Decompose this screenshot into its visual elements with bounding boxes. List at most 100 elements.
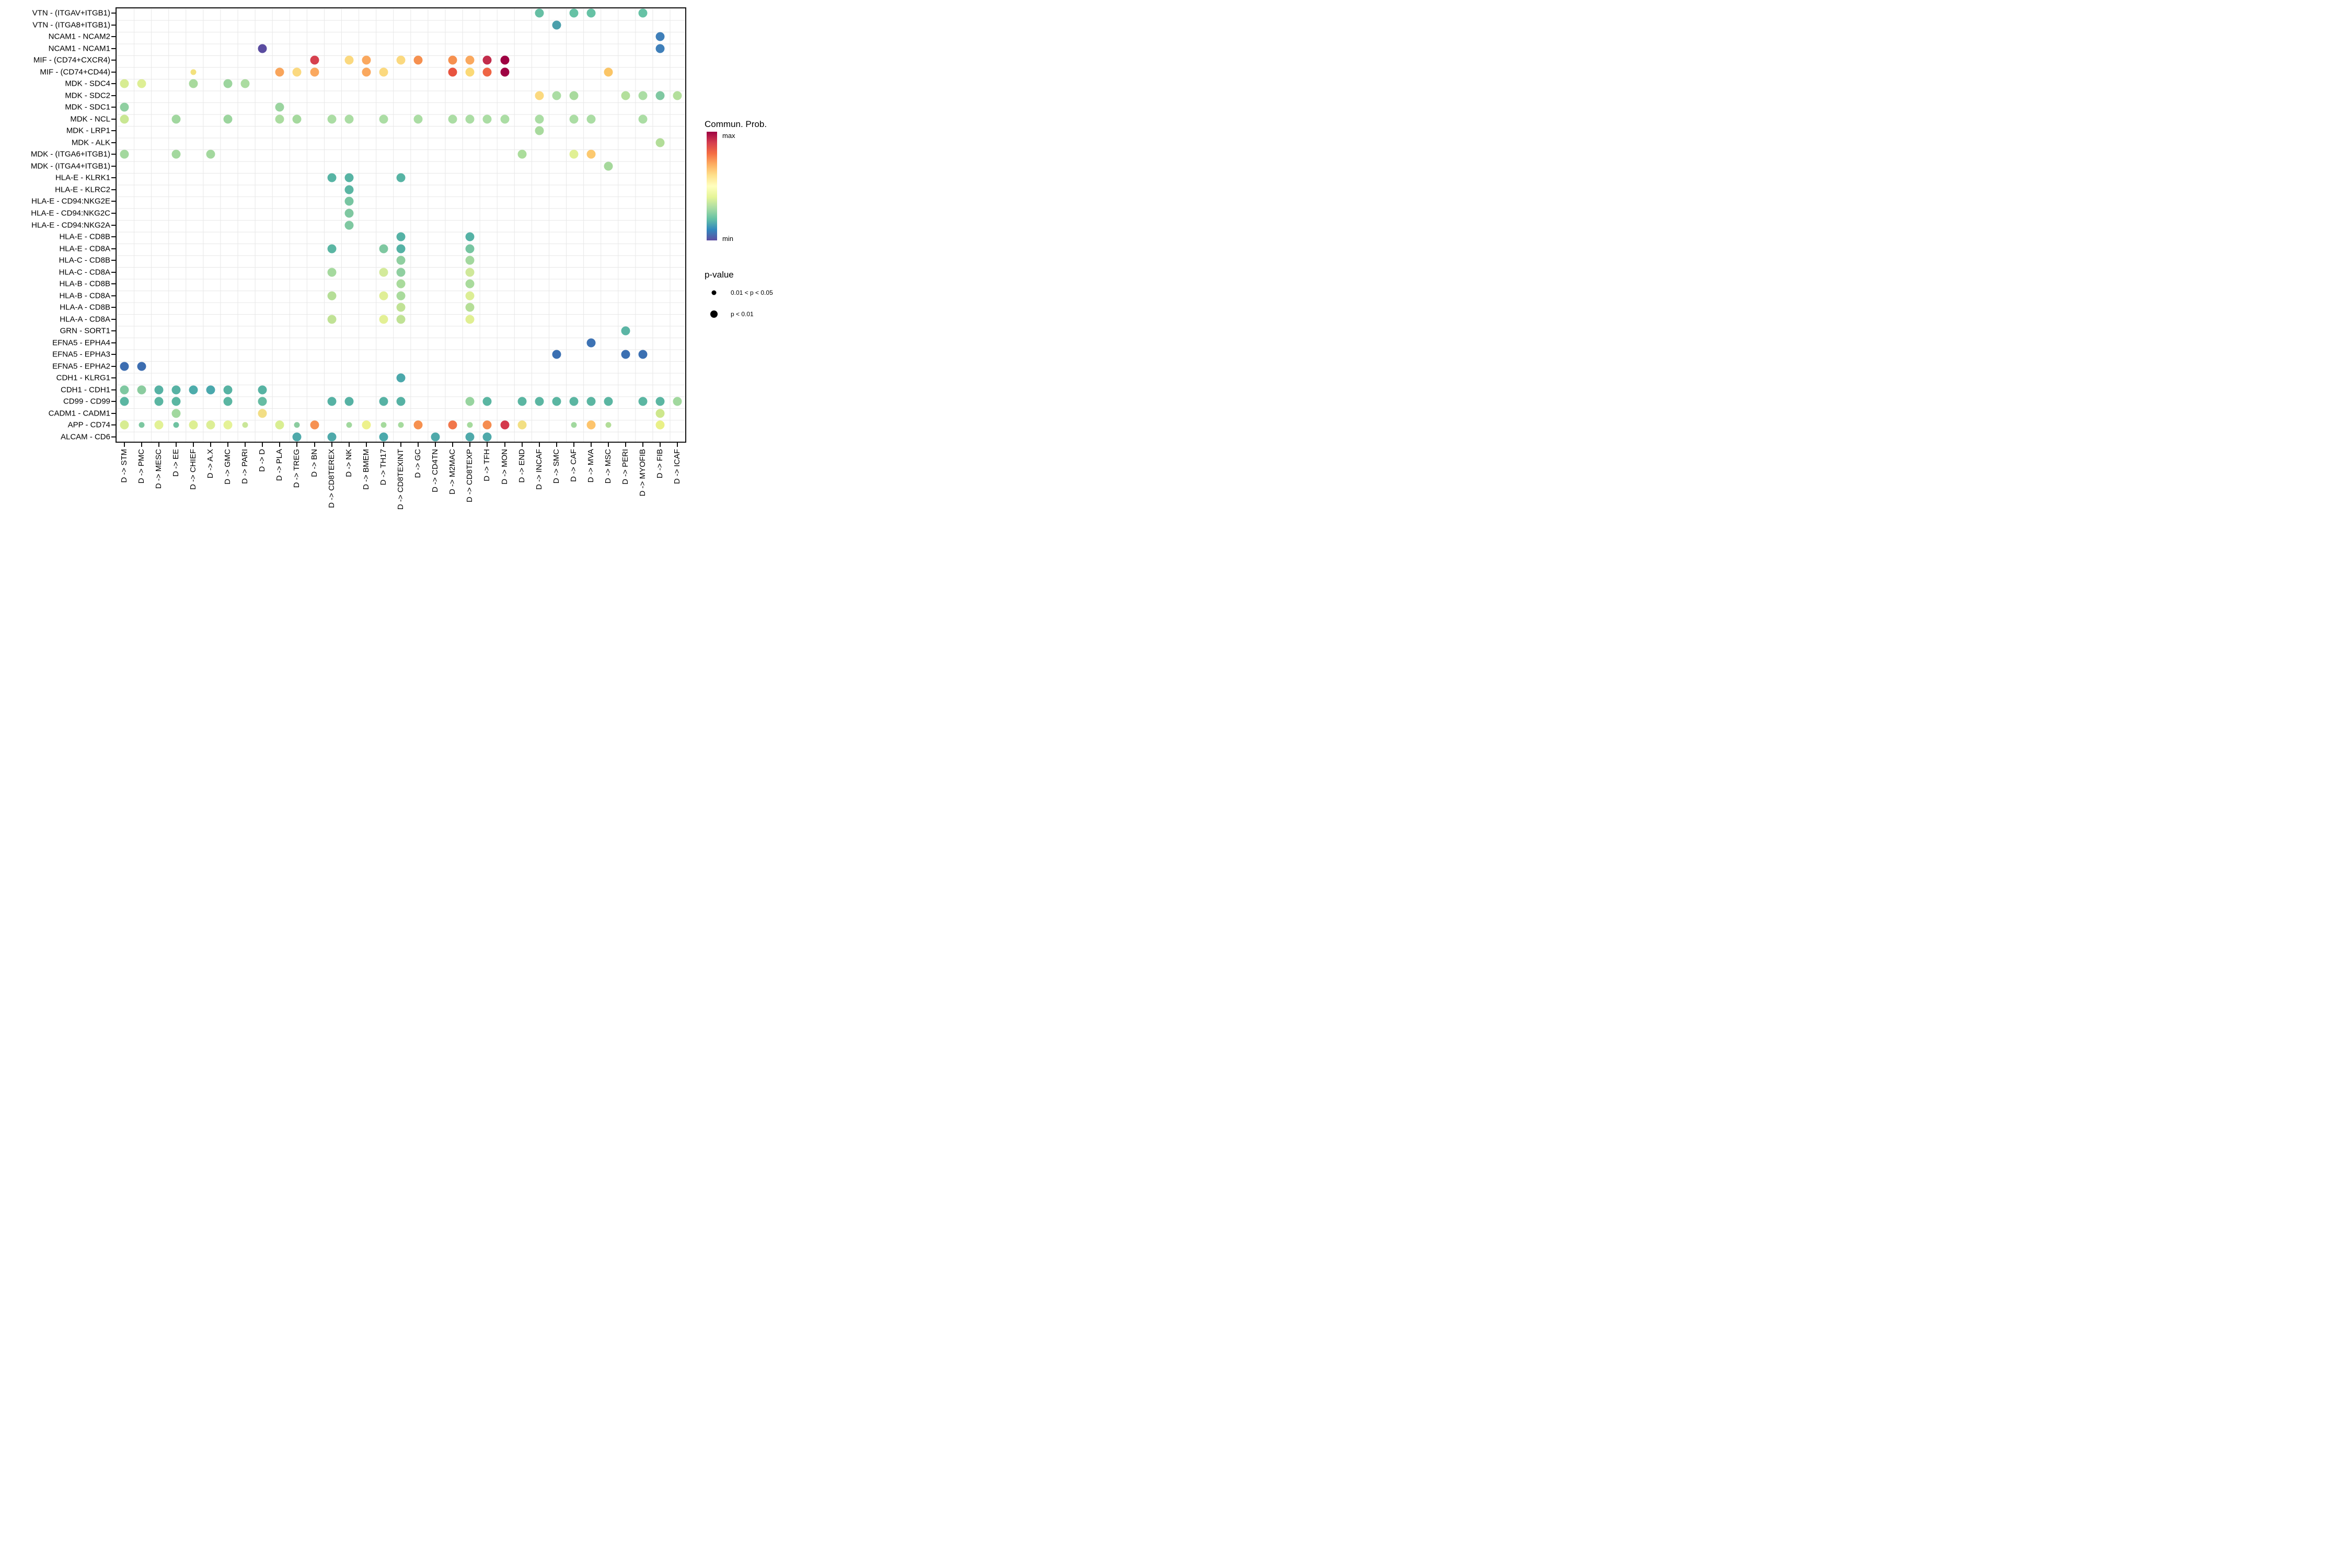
comm-prob-dot (240, 79, 250, 88)
comm-prob-dot (569, 149, 579, 159)
comm-prob-dot (655, 397, 665, 406)
x-axis-label: D -> CHIEF (188, 449, 198, 490)
y-axis-tick (111, 130, 116, 132)
x-axis-tick (625, 443, 627, 447)
comm-prob-dot (517, 397, 527, 406)
x-axis-label: D -> PMC (136, 449, 146, 484)
comm-prob-dot (171, 409, 181, 418)
x-axis-tick (452, 443, 454, 447)
comm-prob-dot (465, 55, 475, 65)
y-axis-label: HLA-B - CD8B (59, 279, 110, 289)
comm-prob-dot (621, 350, 630, 359)
x-axis-label: D -> INCAF (534, 449, 544, 490)
comm-prob-dot (448, 114, 457, 124)
comm-prob-dot (137, 79, 146, 88)
comm-prob-dot (327, 397, 337, 406)
y-axis-label: NCAM1 - NCAM2 (48, 32, 110, 41)
y-axis-tick (111, 71, 116, 73)
comm-prob-dot (396, 397, 406, 406)
comm-prob-dot (621, 91, 630, 100)
x-axis-label: D -> END (517, 449, 526, 483)
comm-prob-dot (206, 420, 215, 430)
y-axis-label: HLA-E - CD8A (59, 244, 110, 253)
comm-prob-dot (604, 397, 613, 406)
comm-prob-dot (258, 397, 267, 406)
x-axis-tick (314, 443, 315, 447)
y-axis-tick (111, 154, 116, 155)
comm-prob-dot (327, 114, 337, 124)
x-axis-tick (296, 443, 298, 447)
y-axis-label: HLA-C - CD8B (59, 256, 110, 265)
x-axis-label: D -> CD8TEREX (327, 449, 336, 508)
comm-prob-dot (673, 91, 682, 100)
y-axis-label: HLA-A - CD8A (60, 315, 110, 324)
comm-prob-dot (396, 373, 406, 383)
comm-prob-dot (327, 291, 337, 301)
comm-prob-dot (327, 173, 337, 182)
y-axis-tick (111, 24, 116, 26)
y-axis-tick (111, 436, 116, 437)
y-axis-label: CDH1 - CDH1 (60, 385, 110, 395)
comm-prob-dot (586, 8, 596, 18)
comm-prob-dot (292, 67, 302, 77)
comm-prob-dot (465, 268, 475, 277)
x-axis-label: D -> CD8TEXP (465, 449, 475, 503)
comm-prob-dot (344, 185, 354, 194)
comm-prob-dot (586, 114, 596, 124)
x-axis-label: D -> PLA (275, 449, 284, 481)
comm-prob-dot (571, 422, 577, 428)
comm-prob-dot (655, 420, 665, 430)
y-axis-tick (111, 342, 116, 343)
comm-prob-dot (137, 362, 146, 371)
x-axis-tick (279, 443, 281, 447)
x-axis-tick (348, 443, 350, 447)
pvalue-small-dot-icon (711, 290, 717, 295)
y-axis-label: CDH1 - KLRG1 (56, 373, 110, 383)
comm-prob-dot (413, 420, 423, 430)
comm-prob-dot (655, 138, 665, 147)
y-axis-tick (111, 48, 116, 49)
comm-prob-dot (206, 385, 215, 395)
comm-prob-dot (258, 409, 267, 418)
x-axis-label: D -> D (258, 449, 267, 472)
x-axis-tick (677, 443, 678, 447)
y-axis-label: EFNA5 - EPHA2 (52, 362, 110, 371)
y-axis-label: GRN - SORT1 (60, 326, 110, 336)
x-axis-tick (504, 443, 505, 447)
x-axis-label: D -> TFH (482, 449, 492, 481)
y-axis-tick (111, 165, 116, 167)
comm-prob-dot (223, 114, 233, 124)
comm-prob-dot (379, 114, 388, 124)
x-axis-tick (435, 443, 436, 447)
comm-prob-dot (275, 67, 284, 77)
comm-prob-dot (310, 67, 319, 77)
comm-prob-dot (139, 422, 145, 428)
x-axis-label: D -> MVA (586, 449, 595, 483)
y-axis-label: ALCAM - CD6 (60, 432, 110, 442)
comm-prob-dot (655, 409, 665, 418)
comm-prob-dot (381, 422, 387, 428)
comm-prob-dot (173, 422, 179, 428)
comm-prob-dot (344, 173, 354, 182)
x-axis-tick (210, 443, 211, 447)
comm-prob-dot (569, 114, 579, 124)
comm-prob-dot (673, 397, 682, 406)
pvalue-large-dot-icon (710, 310, 718, 318)
y-axis-label: EFNA5 - EPHA4 (52, 338, 110, 348)
y-axis-label: NCAM1 - NCAM1 (48, 44, 110, 53)
y-axis-label: MDK - (ITGA6+ITGB1) (30, 149, 110, 159)
comm-prob-dot (379, 432, 388, 442)
x-axis-tick (538, 443, 540, 447)
comm-prob-dot (275, 102, 284, 112)
comm-prob-dot (465, 291, 475, 301)
x-axis-tick (418, 443, 419, 447)
comm-prob-dot (294, 422, 300, 428)
x-axis-label: D -> STM (119, 449, 129, 483)
y-axis-tick (111, 295, 116, 296)
comm-prob-dot (292, 114, 302, 124)
x-axis-label: D -> M2MAC (448, 449, 457, 495)
comm-prob-dot (171, 149, 181, 159)
comm-prob-dot (465, 397, 475, 406)
x-axis-label: D -> MSC (604, 449, 613, 484)
y-axis-tick (111, 424, 116, 426)
